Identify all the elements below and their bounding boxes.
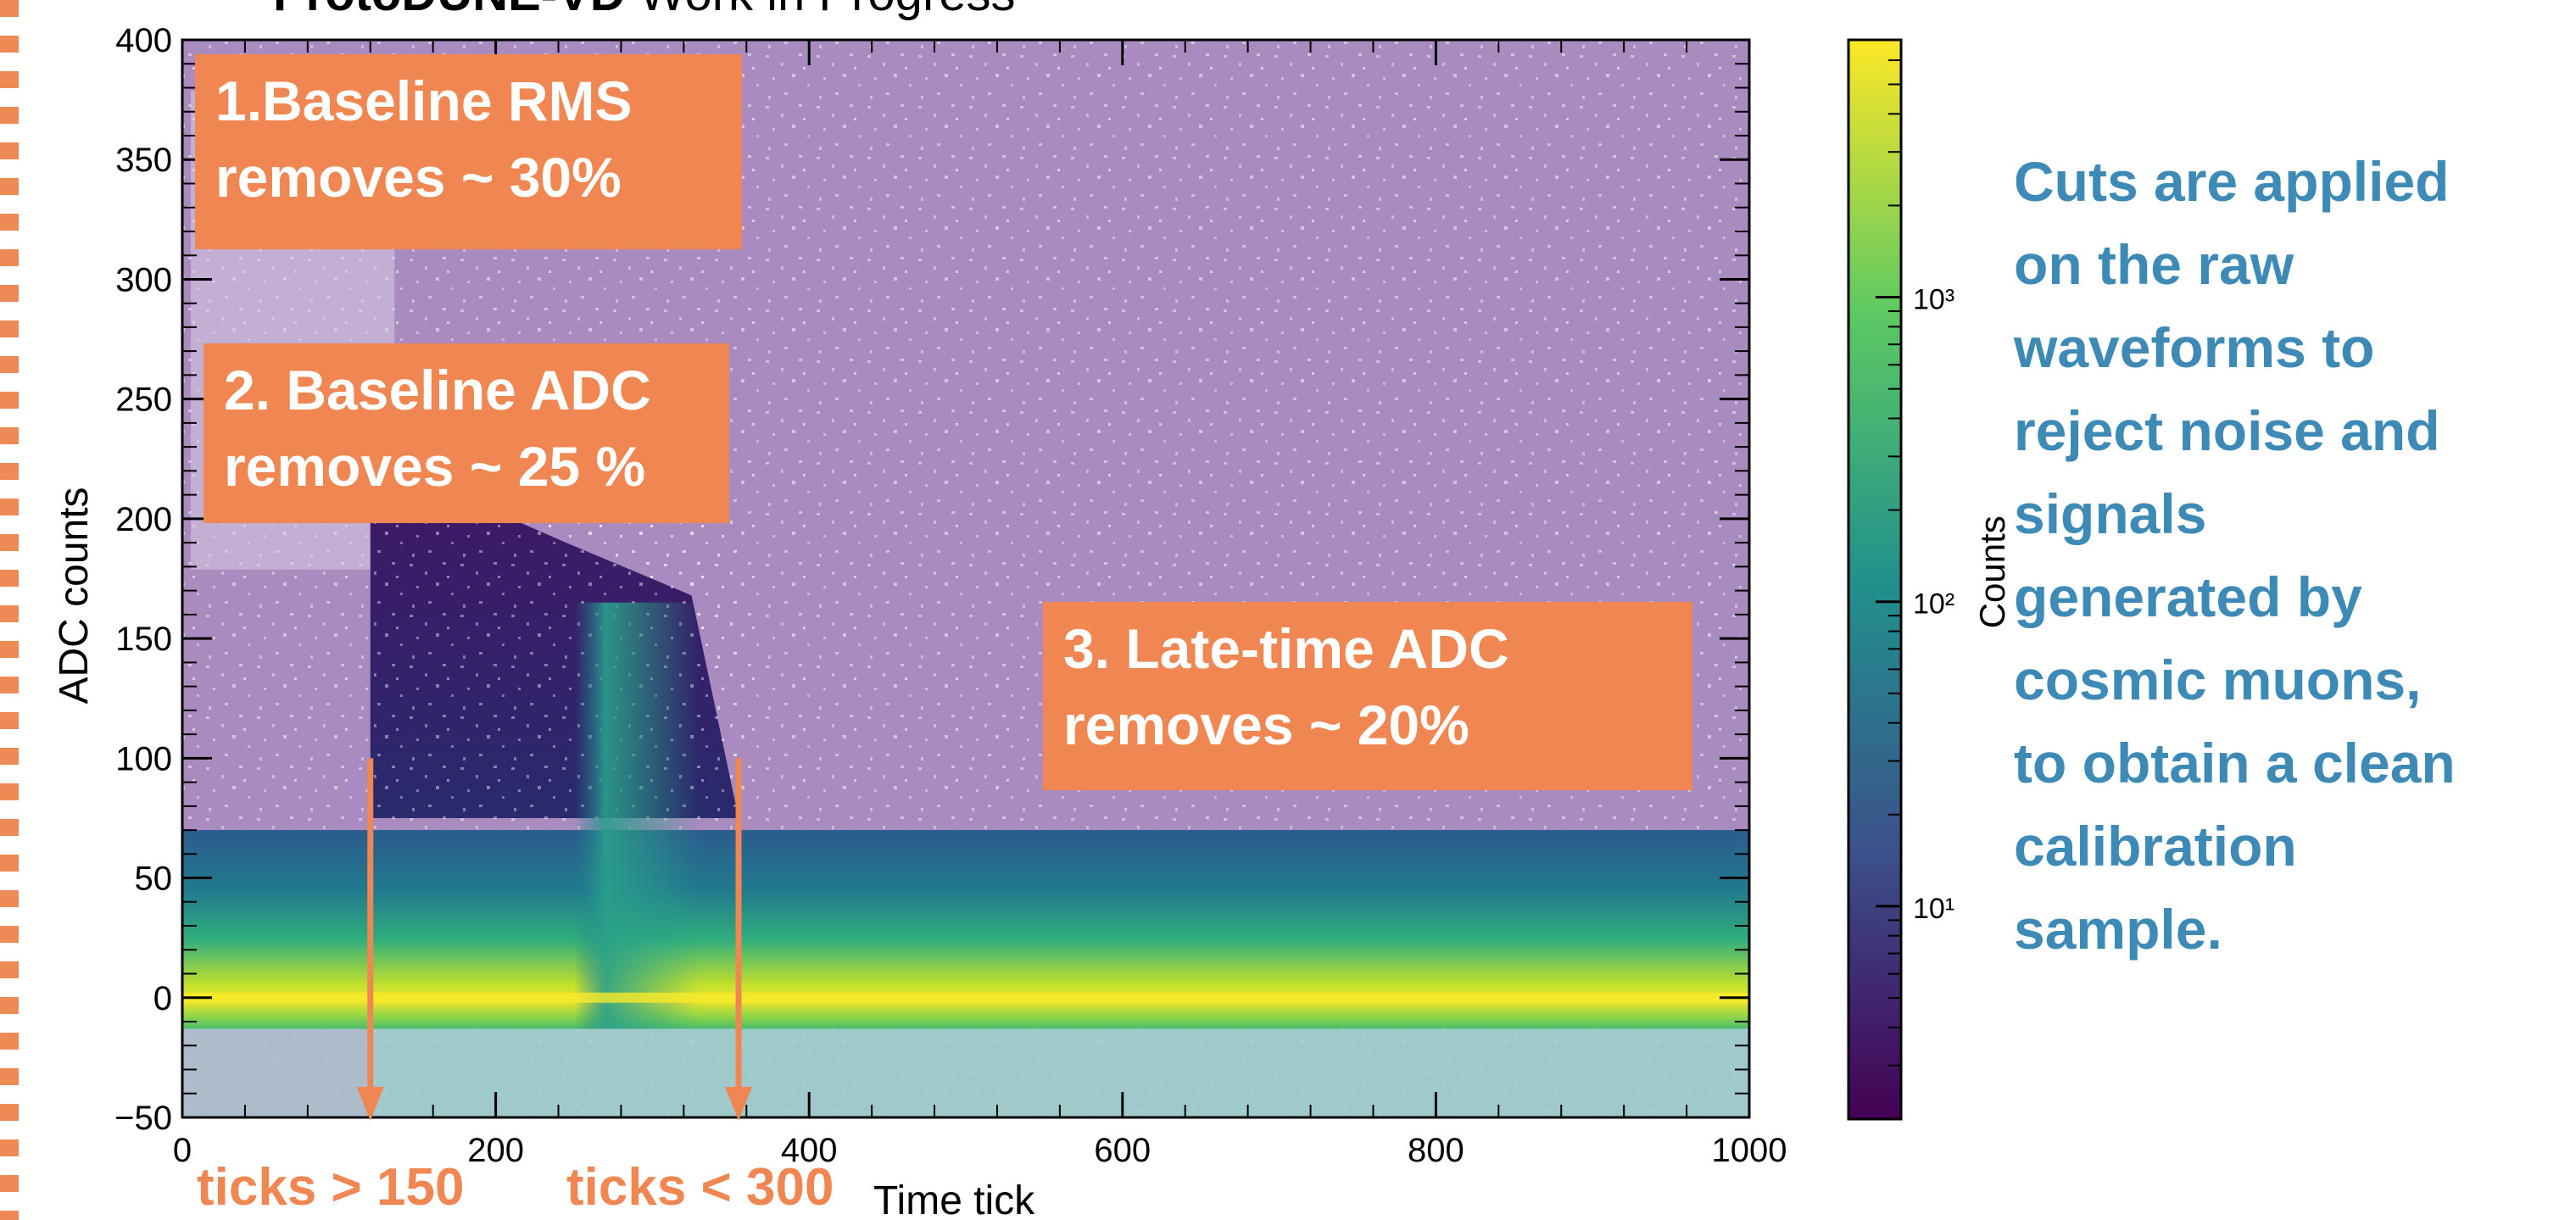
tick-low-label: ticks > 150 xyxy=(197,1158,465,1217)
x-tick-label: 800 xyxy=(1408,1132,1464,1169)
colorbar: 10¹ 10² 10³ Counts xyxy=(1847,38,2012,1121)
side-note-line: cosmic muons, xyxy=(2014,649,2422,711)
side-note-line: to obtain a clean xyxy=(2014,732,2456,794)
y-tick-label: 400 xyxy=(115,22,172,59)
cut-arrow-head-1 xyxy=(356,1087,384,1121)
y-tick-label: −50 xyxy=(114,1100,172,1137)
side-note-line: Cuts are applied xyxy=(2014,150,2450,213)
heatmap-core-line xyxy=(182,992,1749,1003)
side-note-line: waveforms to xyxy=(2014,316,2375,379)
y-tick-label: 150 xyxy=(115,621,172,658)
y-axis-label: ADC counts xyxy=(52,487,97,704)
cut1-label: 1.Baseline RMS removes ~ 30% xyxy=(195,54,742,249)
chart-title: ProtoDUNE-VD Work in Progress xyxy=(273,0,1016,21)
cut2-label: 2. Baseline ADC removes ~ 25 % xyxy=(204,343,729,523)
colorbar-tick-label: 10³ xyxy=(1913,284,1954,316)
side-note-line: sample. xyxy=(2014,898,2222,961)
cut3-label: 3. Late-time ADC removes ~ 20% xyxy=(1043,602,1692,790)
plot-frame xyxy=(181,38,1751,1119)
colorbar-tick-label: 10² xyxy=(1913,588,1954,621)
heatmap-cut-region-hotspot xyxy=(182,1028,371,1117)
colorbar-tick-label: 10¹ xyxy=(1913,893,1954,925)
axes: 0 200 400 600 800 1000−5005010015020025030035… xyxy=(52,22,1787,1220)
x-tick-label: 600 xyxy=(1094,1132,1151,1169)
plot-area xyxy=(181,38,1751,1119)
side-note-line: signals xyxy=(2014,482,2207,545)
x-tick-label: 0 xyxy=(173,1132,192,1169)
colorbar-label: Counts xyxy=(1972,515,2012,628)
y-tick-label: 350 xyxy=(115,142,172,179)
colorbar-gradient xyxy=(1847,38,1903,1121)
heatmap-cut-region xyxy=(182,1028,1749,1117)
y-tick-label: 100 xyxy=(115,740,172,777)
dashed-border-decoration xyxy=(0,0,19,1220)
y-tick-label: 200 xyxy=(115,501,172,538)
x-axis-label: Time tick xyxy=(873,1178,1035,1220)
side-note-line: on the raw xyxy=(2014,233,2294,296)
y-tick-label: 50 xyxy=(135,861,173,898)
side-note: Cuts are applied on the raw waveforms to re… xyxy=(2014,140,2556,971)
heatmap-spike xyxy=(574,602,700,1029)
x-tick-label: 400 xyxy=(781,1132,838,1169)
cut-lines xyxy=(356,758,753,1121)
cut-arrow-head-2 xyxy=(725,1087,753,1121)
y-tick-label: 300 xyxy=(115,261,172,298)
tick-high-label: ticks < 300 xyxy=(566,1158,834,1217)
y-tick-label: 0 xyxy=(153,980,172,1017)
side-note-line: reject noise and xyxy=(2014,399,2440,462)
x-tick-label: 1000 xyxy=(1712,1132,1787,1169)
side-note-line: calibration xyxy=(2014,815,2297,877)
y-tick-label: 250 xyxy=(115,382,172,419)
side-note-line: generated by xyxy=(2014,565,2362,628)
x-tick-label: 200 xyxy=(467,1132,524,1169)
chart-title-bold: ProtoDUNE-VD xyxy=(273,0,626,21)
chart-title-rest: Work in Progress xyxy=(626,0,1016,21)
